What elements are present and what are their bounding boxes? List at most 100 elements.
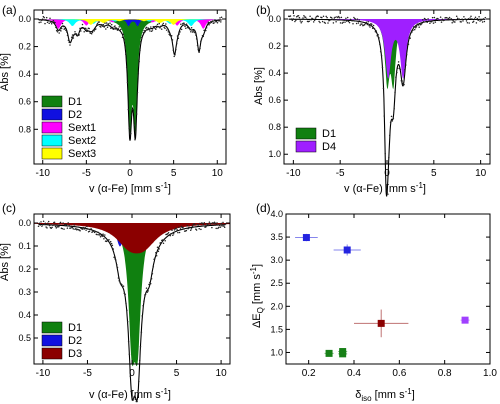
panel-c-data-point [127, 340, 130, 343]
panel-c-data-point [187, 227, 189, 230]
panel-b-data-point [458, 18, 461, 20]
panel-b-x-tick-label: 5 [431, 168, 437, 179]
panel-b-data-point [390, 115, 393, 118]
panel-c-data-point [126, 320, 129, 323]
panel-c-data-point [210, 222, 212, 225]
panel-a-data-point [51, 20, 54, 23]
panel-c-data-point [151, 272, 154, 275]
panel-a-y-tick-label: 0.0 [18, 14, 31, 24]
panel-b-data-point [397, 61, 400, 63]
panel-a-data-point [38, 21, 40, 24]
panel-c-data-point [191, 225, 194, 227]
panel-b-data-point [382, 87, 385, 90]
panel-a-data-point [40, 21, 42, 23]
panel-b-data-point [388, 156, 390, 159]
panel-a-data-point [165, 29, 168, 31]
panel-c-data-point [152, 265, 155, 268]
panel-b-data-point [312, 21, 315, 23]
panel-c-legend-swatch-d2 [41, 334, 63, 347]
panel-a-data-point [138, 60, 140, 63]
panel-c-data-point [58, 225, 60, 228]
panel-b-data-point [383, 115, 386, 117]
panel-c-x-tick-label: -10 [36, 368, 51, 379]
panel-c-data-point [173, 229, 176, 231]
panel-b-data-point [407, 43, 410, 45]
panel-b-data-point [448, 16, 451, 19]
panel-b-legend-label-d4: D4 [322, 141, 336, 153]
panel-d-y-tick-label: 2.5 [270, 278, 283, 288]
panel-b-x-axis-label: v (α-Fe) [mm s-1] [344, 181, 426, 195]
panel-c-data-point [109, 242, 111, 244]
panel-a-data-point [46, 21, 49, 24]
panel-b-data-point [324, 22, 327, 24]
panel-c-data-point [42, 220, 45, 222]
panel-c-data-point [41, 225, 43, 227]
panel-c-data-point [117, 277, 120, 279]
panel-a-data-point [41, 18, 44, 20]
panel-b-data-point [332, 22, 335, 24]
panel-b-data-point [462, 20, 464, 22]
panel-a-data-point [150, 30, 153, 33]
panel-a-data-point [44, 22, 46, 25]
panel-b-data-point [326, 16, 328, 19]
panel-a-data-point [123, 38, 125, 41]
panel-b-data-point [321, 16, 323, 19]
panel-c-data-point [148, 283, 150, 286]
panel-a-component-sext3 [34, 19, 226, 25]
panel-a-data-point [125, 66, 128, 69]
panel-c-data-point [138, 359, 141, 362]
panel-a-data-point [83, 30, 85, 33]
panel-d-x-tick-label: 0.6 [392, 368, 406, 379]
panel-a-data-point [65, 31, 68, 33]
panel-a-data-point [130, 114, 133, 116]
panel-b-data-point [450, 18, 453, 20]
panel-b-data-point [319, 21, 321, 24]
panel-b-data-point [476, 17, 479, 20]
panel-a-data-point [154, 27, 156, 30]
panel-a-data-point [39, 19, 41, 21]
panel-b-data-point [396, 67, 399, 70]
panel-b-data-point [411, 31, 413, 33]
panel-c-data-point [170, 233, 172, 235]
panel-c-data-point [156, 246, 159, 248]
panel-d-y-tick-label: 2.0 [270, 301, 283, 311]
panel-c-y-tick-label: 0.4 [18, 310, 31, 320]
panel-c-data-point [130, 390, 132, 393]
panel-c-data-point [47, 222, 49, 224]
panel-c-data-point [101, 235, 103, 238]
panel-b-data-point [430, 20, 433, 23]
panel-a-data-point [202, 35, 205, 38]
panel-a-data-point [164, 27, 166, 30]
panel-a-data-point [180, 28, 183, 31]
panel-c-data-point [150, 278, 153, 280]
panel-a-data-point [149, 30, 151, 32]
panel-b-data-point [420, 23, 422, 26]
panel-b-data-point [309, 15, 311, 18]
panel-c-data-point [158, 248, 160, 250]
panel-c-x-tick-label: 0 [129, 368, 135, 379]
panel-c-data-point [85, 229, 87, 231]
panel-a-y-tick-label: 0.4 [18, 69, 31, 79]
panel-c-data-point [157, 250, 160, 252]
panel-a-y-axis-label: Abs [%] [0, 53, 11, 91]
panel-c-data-point [104, 234, 106, 236]
panel-b-data-point [308, 20, 310, 23]
panel-a-data-point [93, 30, 95, 32]
panel-c-data-point [71, 226, 74, 229]
panel-b-data-point [403, 83, 405, 86]
panel-a-data-point [199, 47, 201, 50]
panel-a-data-point [103, 26, 105, 28]
panel-b-data-point [413, 28, 416, 31]
panel-a-data-point [183, 22, 185, 25]
panel-b-data-point [421, 22, 423, 25]
panel-a-data-point [37, 18, 40, 20]
panel-b-data-point [404, 68, 406, 71]
panel-a-data-point [112, 28, 115, 31]
panel-a-data-point [117, 28, 120, 30]
panel-a-data-point [107, 23, 110, 25]
panel-c-data-point [38, 222, 41, 224]
panel-a-data-point [179, 31, 181, 33]
panel-c-data-point [183, 228, 185, 230]
panel-d-y-tick-label: 4.0 [270, 209, 283, 219]
panel-a-data-point [189, 28, 191, 31]
